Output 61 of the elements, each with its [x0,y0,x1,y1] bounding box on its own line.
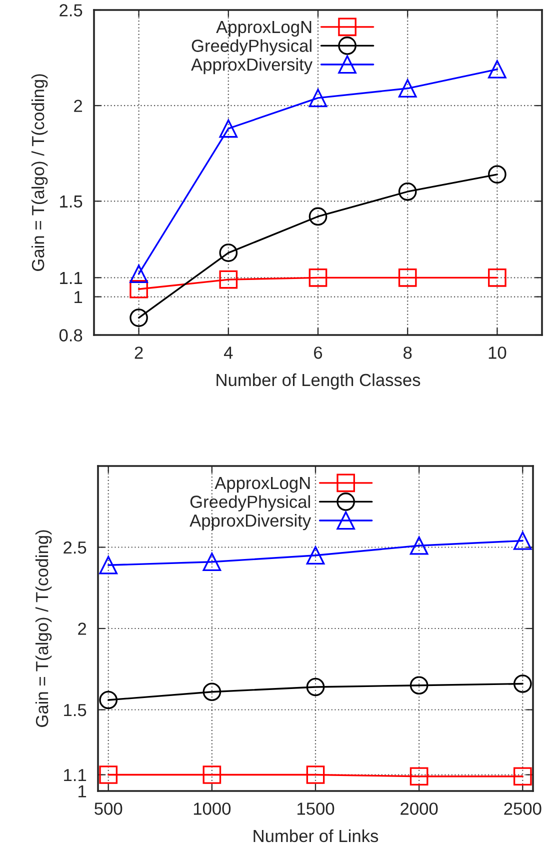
point [398,79,417,98]
x-tick-label: 2500 [504,802,542,815]
point [410,676,428,695]
point [202,552,222,572]
legend-label: ApproxDiversity [191,58,313,74]
point [202,766,222,784]
point [513,532,532,550]
y-tick-label: 2 [78,622,86,635]
y-tick-label: 2.5 [60,4,82,16]
point [410,767,428,786]
y-tick-label: 1.5 [60,196,82,208]
point [488,268,506,287]
x-tick-label: 8 [404,346,412,359]
point [398,182,417,201]
point [130,280,148,298]
x-tick-label: 2 [134,346,143,359]
point [99,556,118,574]
y-tick-label: 2 [74,100,82,112]
point [410,536,428,555]
x-tick-label: 1500 [298,802,334,815]
y-axis-title: Gain = T(algo) / T(coding) [31,74,48,271]
point [202,682,222,702]
y-axis-title: Gain = T(algo) / T(coding) [35,530,52,727]
y-tick-label: 1.1 [64,769,86,782]
y-tick-label: 0.8 [59,329,82,342]
y-tick-label: 1.5 [64,704,86,716]
x-tick-label: 10 [488,346,506,359]
point [99,690,118,710]
point [130,264,148,283]
point [99,766,118,784]
legend-label: ApproxDiversity [190,514,312,530]
point [306,546,325,565]
point [513,674,532,693]
y-tick-label: 1.1 [60,272,82,284]
x-tick-label: 4 [224,346,233,359]
point [219,270,238,289]
legend-label: GreedyPhysical [190,495,310,512]
point [398,268,417,287]
point [513,767,532,786]
point [488,60,506,78]
point [306,766,325,784]
x-tick-label: 1000 [194,802,231,815]
point [308,207,328,226]
y-tick-label: 1 [74,291,82,304]
x-tick-label: 6 [314,346,322,359]
legend-label: GreedyPhysical [192,39,312,56]
point [306,678,325,696]
point [130,308,148,327]
point [488,165,506,184]
y-tick-label: 2.5 [64,541,86,554]
x-tick-label: 500 [94,802,122,815]
legend-label: ApproxLogN [216,21,312,37]
x-tick-label: 2000 [400,802,438,815]
y-tick-label: 1 [78,785,86,798]
point [308,268,328,287]
point [219,119,238,138]
x-axis-title: Number of Length Classes [216,373,420,390]
point [219,244,238,262]
x-axis-title: Number of Links [254,829,378,842]
point [308,88,328,108]
legend-label: ApproxLogN [214,477,310,493]
